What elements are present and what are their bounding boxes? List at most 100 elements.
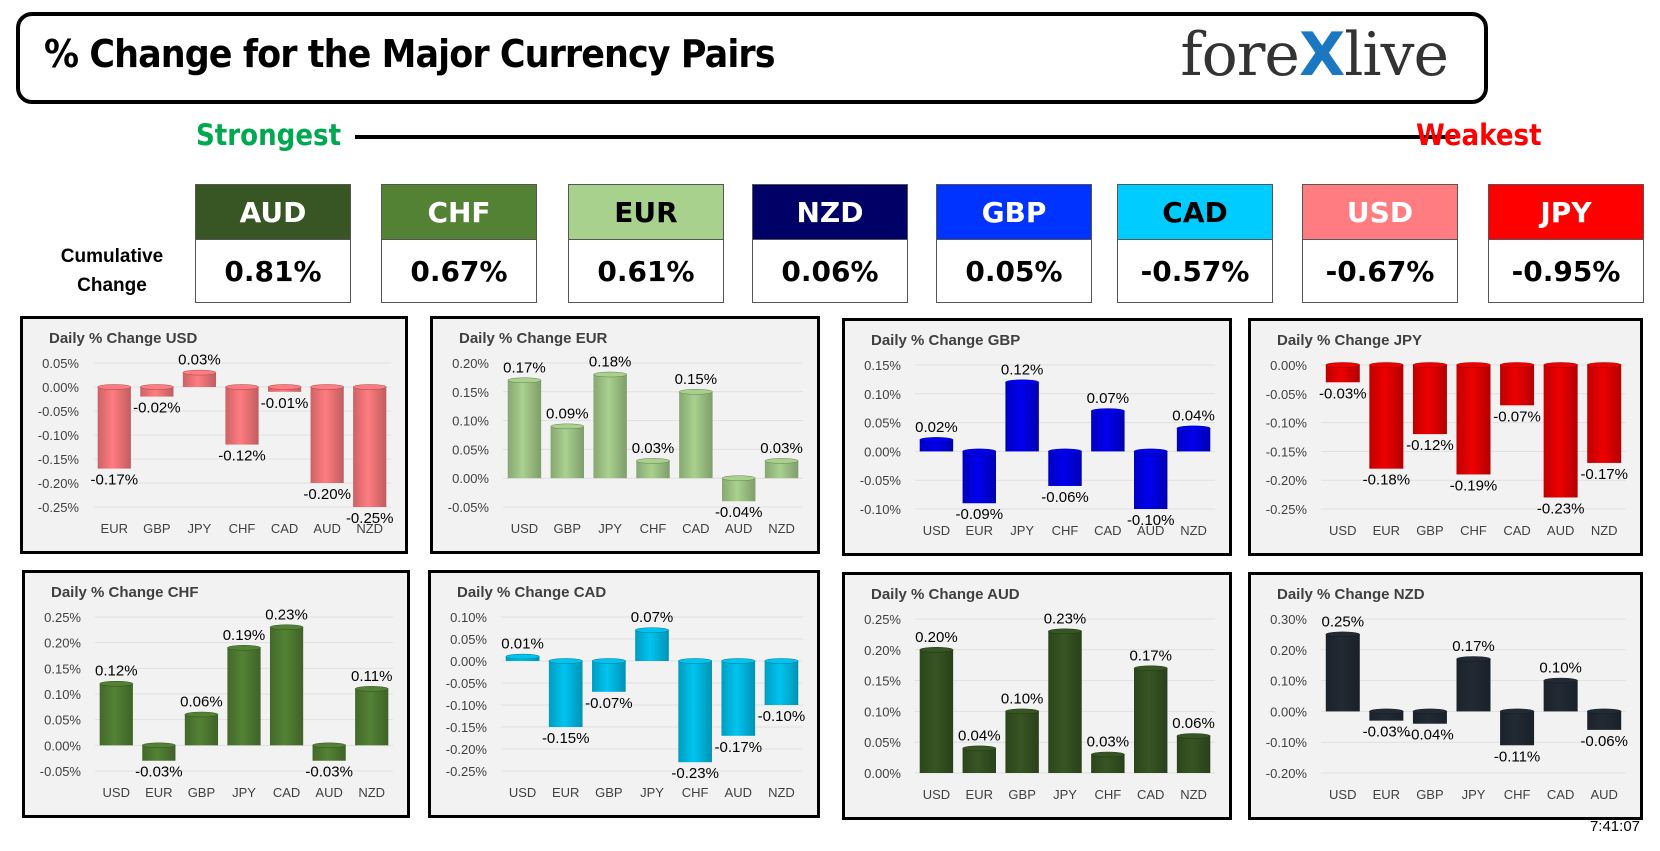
data-label: -0.01%: [261, 395, 309, 412]
bar: [1587, 365, 1622, 463]
y-tick-label: -0.05%: [40, 764, 82, 779]
bar-cap: [97, 384, 132, 390]
y-tick-label: 0.05%: [42, 356, 79, 371]
bar-cap: [1412, 708, 1448, 715]
y-tick-label: 0.00%: [450, 654, 487, 669]
data-label: -0.07%: [585, 695, 633, 712]
y-tick-label: -0.20%: [1266, 766, 1308, 781]
bar: [97, 387, 131, 469]
bar: [919, 439, 954, 452]
bar: [962, 748, 996, 773]
bar: [142, 745, 176, 761]
y-tick-label: 0.10%: [44, 687, 81, 702]
x-tick-label: CHF: [1052, 523, 1079, 538]
bar: [1456, 365, 1491, 475]
x-tick-label: GBP: [143, 521, 170, 536]
bar: [1134, 668, 1168, 773]
bar-cap: [507, 377, 542, 384]
data-label: -0.23%: [1537, 500, 1585, 517]
currency-box-cad: CAD -0.57%: [1117, 184, 1273, 303]
data-label: -0.17%: [715, 739, 763, 756]
y-tick-label: 0.10%: [864, 704, 901, 719]
bar-cap: [1586, 362, 1622, 368]
x-tick-label: USD: [511, 521, 538, 536]
y-tick-label: 0.25%: [44, 610, 81, 625]
currency-cumulative-value: -0.57%: [1140, 255, 1250, 288]
data-label: -0.17%: [1580, 466, 1628, 483]
bar-cap: [919, 437, 954, 443]
bar-cap: [1325, 362, 1361, 368]
chart-panel: Daily % Change CAD -0.25% -0.20% -0.15% -0.1…: [428, 570, 820, 818]
x-tick-label: NZD: [356, 521, 383, 536]
x-tick-label: CHF: [640, 521, 667, 536]
y-tick-label: 0.30%: [1270, 612, 1307, 627]
data-label: -0.04%: [715, 504, 763, 521]
data-label: 0.06%: [180, 694, 223, 711]
data-label: 0.10%: [1001, 690, 1044, 707]
bar-cap: [678, 658, 713, 664]
bar: [1048, 451, 1082, 486]
y-tick-label: -0.10%: [1266, 735, 1308, 750]
bar: [310, 387, 344, 483]
bar: [722, 478, 756, 502]
data-label: 0.19%: [223, 627, 266, 644]
x-tick-label: USD: [923, 523, 950, 538]
data-label: 0.12%: [1001, 361, 1044, 378]
data-label: 0.23%: [1044, 610, 1087, 627]
bar: [312, 745, 346, 761]
y-tick-label: -0.10%: [1266, 416, 1308, 431]
y-tick-label: 0.05%: [44, 713, 81, 728]
x-tick-label: AUD: [1590, 787, 1617, 802]
y-tick-label: 0.00%: [1270, 358, 1307, 373]
x-tick-label: CAD: [682, 521, 709, 536]
bar-cap: [354, 686, 389, 692]
bar-cap: [721, 475, 756, 481]
y-tick-label: 0.20%: [1270, 643, 1307, 658]
bar-chart: Daily % Change CHF -0.05% 0.00% 0.05% 0.10% 0…: [40, 584, 393, 800]
bar-cap: [1176, 733, 1211, 739]
bar-chart: Daily % Change EUR -0.05% 0.00% 0.05% 0.10% 0…: [448, 330, 803, 536]
bar: [1325, 365, 1360, 383]
bar: [548, 661, 583, 727]
currency-name: EUR: [569, 185, 723, 240]
x-tick-label: USD: [103, 785, 130, 800]
chart-title: Daily % Change NZD: [1277, 586, 1425, 603]
y-tick-label: 0.05%: [450, 632, 487, 647]
chart-title: Daily % Change CHF: [51, 584, 199, 601]
y-tick-label: -0.10%: [446, 698, 488, 713]
y-tick-label: -0.15%: [1266, 444, 1308, 459]
x-tick-label: USD: [923, 787, 950, 802]
y-tick-label: 0.25%: [864, 612, 901, 627]
bar-chart: Daily % Change AUD 0.00% 0.05% 0.10% 0.15% 0.…: [864, 586, 1215, 802]
bar: [764, 661, 799, 705]
data-label: -0.09%: [956, 506, 1004, 523]
chart-title: Daily % Change GBP: [871, 332, 1020, 349]
bar: [1412, 711, 1447, 724]
x-tick-label: NZD: [358, 785, 385, 800]
data-label: 0.18%: [589, 354, 632, 371]
x-tick-label: AUD: [1137, 523, 1164, 538]
x-tick-label: NZD: [768, 521, 795, 536]
x-tick-label: GBP: [595, 785, 622, 800]
bar-cap: [678, 389, 713, 395]
chart-title: Daily % Change EUR: [459, 330, 608, 347]
x-tick-label: CAD: [273, 785, 300, 800]
x-tick-label: USD: [1329, 787, 1356, 802]
data-label: -0.12%: [218, 448, 266, 465]
bar-cap: [505, 653, 540, 660]
x-tick-label: GBP: [1416, 523, 1443, 538]
bar: [1456, 659, 1491, 712]
bar-cap: [1369, 708, 1404, 715]
data-label: 0.15%: [675, 371, 718, 388]
y-tick-label: 0.00%: [44, 738, 81, 753]
currency-name: NZD: [753, 185, 907, 240]
data-label: 0.07%: [631, 609, 674, 626]
x-tick-label: NZD: [768, 785, 795, 800]
y-tick-label: 0.05%: [864, 735, 901, 750]
chart-title: Daily % Change JPY: [1277, 332, 1422, 349]
data-label: -0.23%: [671, 765, 719, 782]
x-tick-label: CAD: [1094, 523, 1121, 538]
bar-cap: [1325, 631, 1361, 638]
bar-cap: [634, 627, 670, 633]
y-tick-label: 0.20%: [44, 636, 81, 651]
